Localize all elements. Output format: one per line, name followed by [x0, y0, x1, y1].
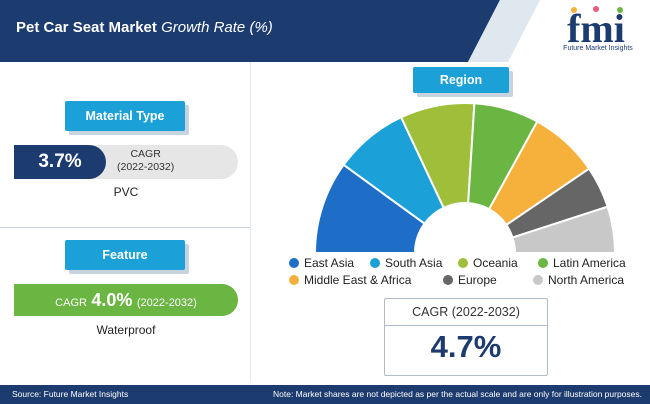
legend-item: North America — [533, 273, 624, 287]
footer: Source: Future Market Insights Note: Mar… — [0, 385, 650, 404]
legend-item: South Asia — [370, 256, 442, 270]
tab-material-type: Material Type — [65, 101, 185, 131]
legend-dot-icon — [533, 275, 543, 285]
legend-item: East Asia — [289, 256, 354, 270]
slice-north-america — [511, 205, 617, 254]
legend-label: South Asia — [385, 256, 443, 270]
legend-dot-icon — [289, 258, 299, 268]
feature-cagr-value: 4.0% — [91, 290, 133, 310]
region-cagr-box: CAGR (2022-2032) 4.7% — [384, 298, 548, 376]
legend-label: Latin America — [553, 256, 626, 270]
fmi-logo-icon: fmi — [567, 6, 625, 51]
feature-name: Waterproof — [96, 323, 156, 337]
logo-mark: fmi — [567, 6, 625, 51]
material-cagr-label: CAGR — [130, 148, 161, 160]
legend-item: Middle East & Africa — [289, 273, 411, 287]
region-half-donut-chart — [313, 102, 617, 254]
material-name: PVC — [113, 185, 139, 199]
legend-item: Europe — [443, 273, 497, 287]
feature-cagr-period: (2022-2032) — [136, 297, 197, 309]
legend-dot-icon — [370, 258, 380, 268]
header-band — [0, 0, 540, 62]
material-cagr-pill: 3.7% CAGR (2022-2032) — [14, 145, 238, 179]
legend-label: North America — [548, 273, 625, 287]
feature-cagr-label: CAGR — [55, 297, 87, 309]
legend-dot-icon — [538, 258, 548, 268]
footer-source: Source: Future Market Insights — [12, 389, 129, 399]
legend-item: Latin America — [538, 256, 626, 270]
title-bold: Pet Car Seat Market — [16, 19, 157, 36]
legend-dot-icon — [443, 275, 453, 285]
region-cagr-caption: CAGR (2022-2032) — [385, 299, 547, 326]
material-cagr-value: 3.7% — [14, 145, 106, 179]
feature-cagr-pill: CAGR 4.0% (2022-2032) — [14, 284, 238, 316]
legend-label: Middle East & Africa — [304, 273, 412, 287]
section-divider — [0, 227, 250, 228]
region-cagr-label: CAGR — [412, 305, 449, 319]
vertical-divider — [250, 62, 251, 382]
region-cagr-period: (2022-2032) — [451, 305, 520, 319]
tab-feature: Feature — [65, 240, 185, 270]
legend-label: Europe — [458, 273, 497, 287]
title-italic: Growth Rate (%) — [161, 19, 273, 36]
tab-region: Region — [413, 67, 509, 93]
legend-label: Oceania — [473, 256, 518, 270]
material-cagr-period: (2022-2032) — [117, 161, 175, 173]
header: Pet Car Seat Market Growth Rate (%) fmi … — [0, 0, 650, 62]
page-title: Pet Car Seat Market Growth Rate (%) — [16, 19, 273, 36]
material-cagr-caption: CAGR (2022-2032) — [117, 148, 174, 174]
footer-note: Note: Market shares are not depicted as … — [272, 389, 642, 399]
legend-item: Oceania — [458, 256, 518, 270]
legend-label: East Asia — [304, 256, 355, 270]
region-cagr-value: 4.7% — [430, 329, 502, 364]
legend-dot-icon — [289, 275, 299, 285]
legend-dot-icon — [458, 258, 468, 268]
logo-text: Future Market Insights — [563, 45, 633, 52]
